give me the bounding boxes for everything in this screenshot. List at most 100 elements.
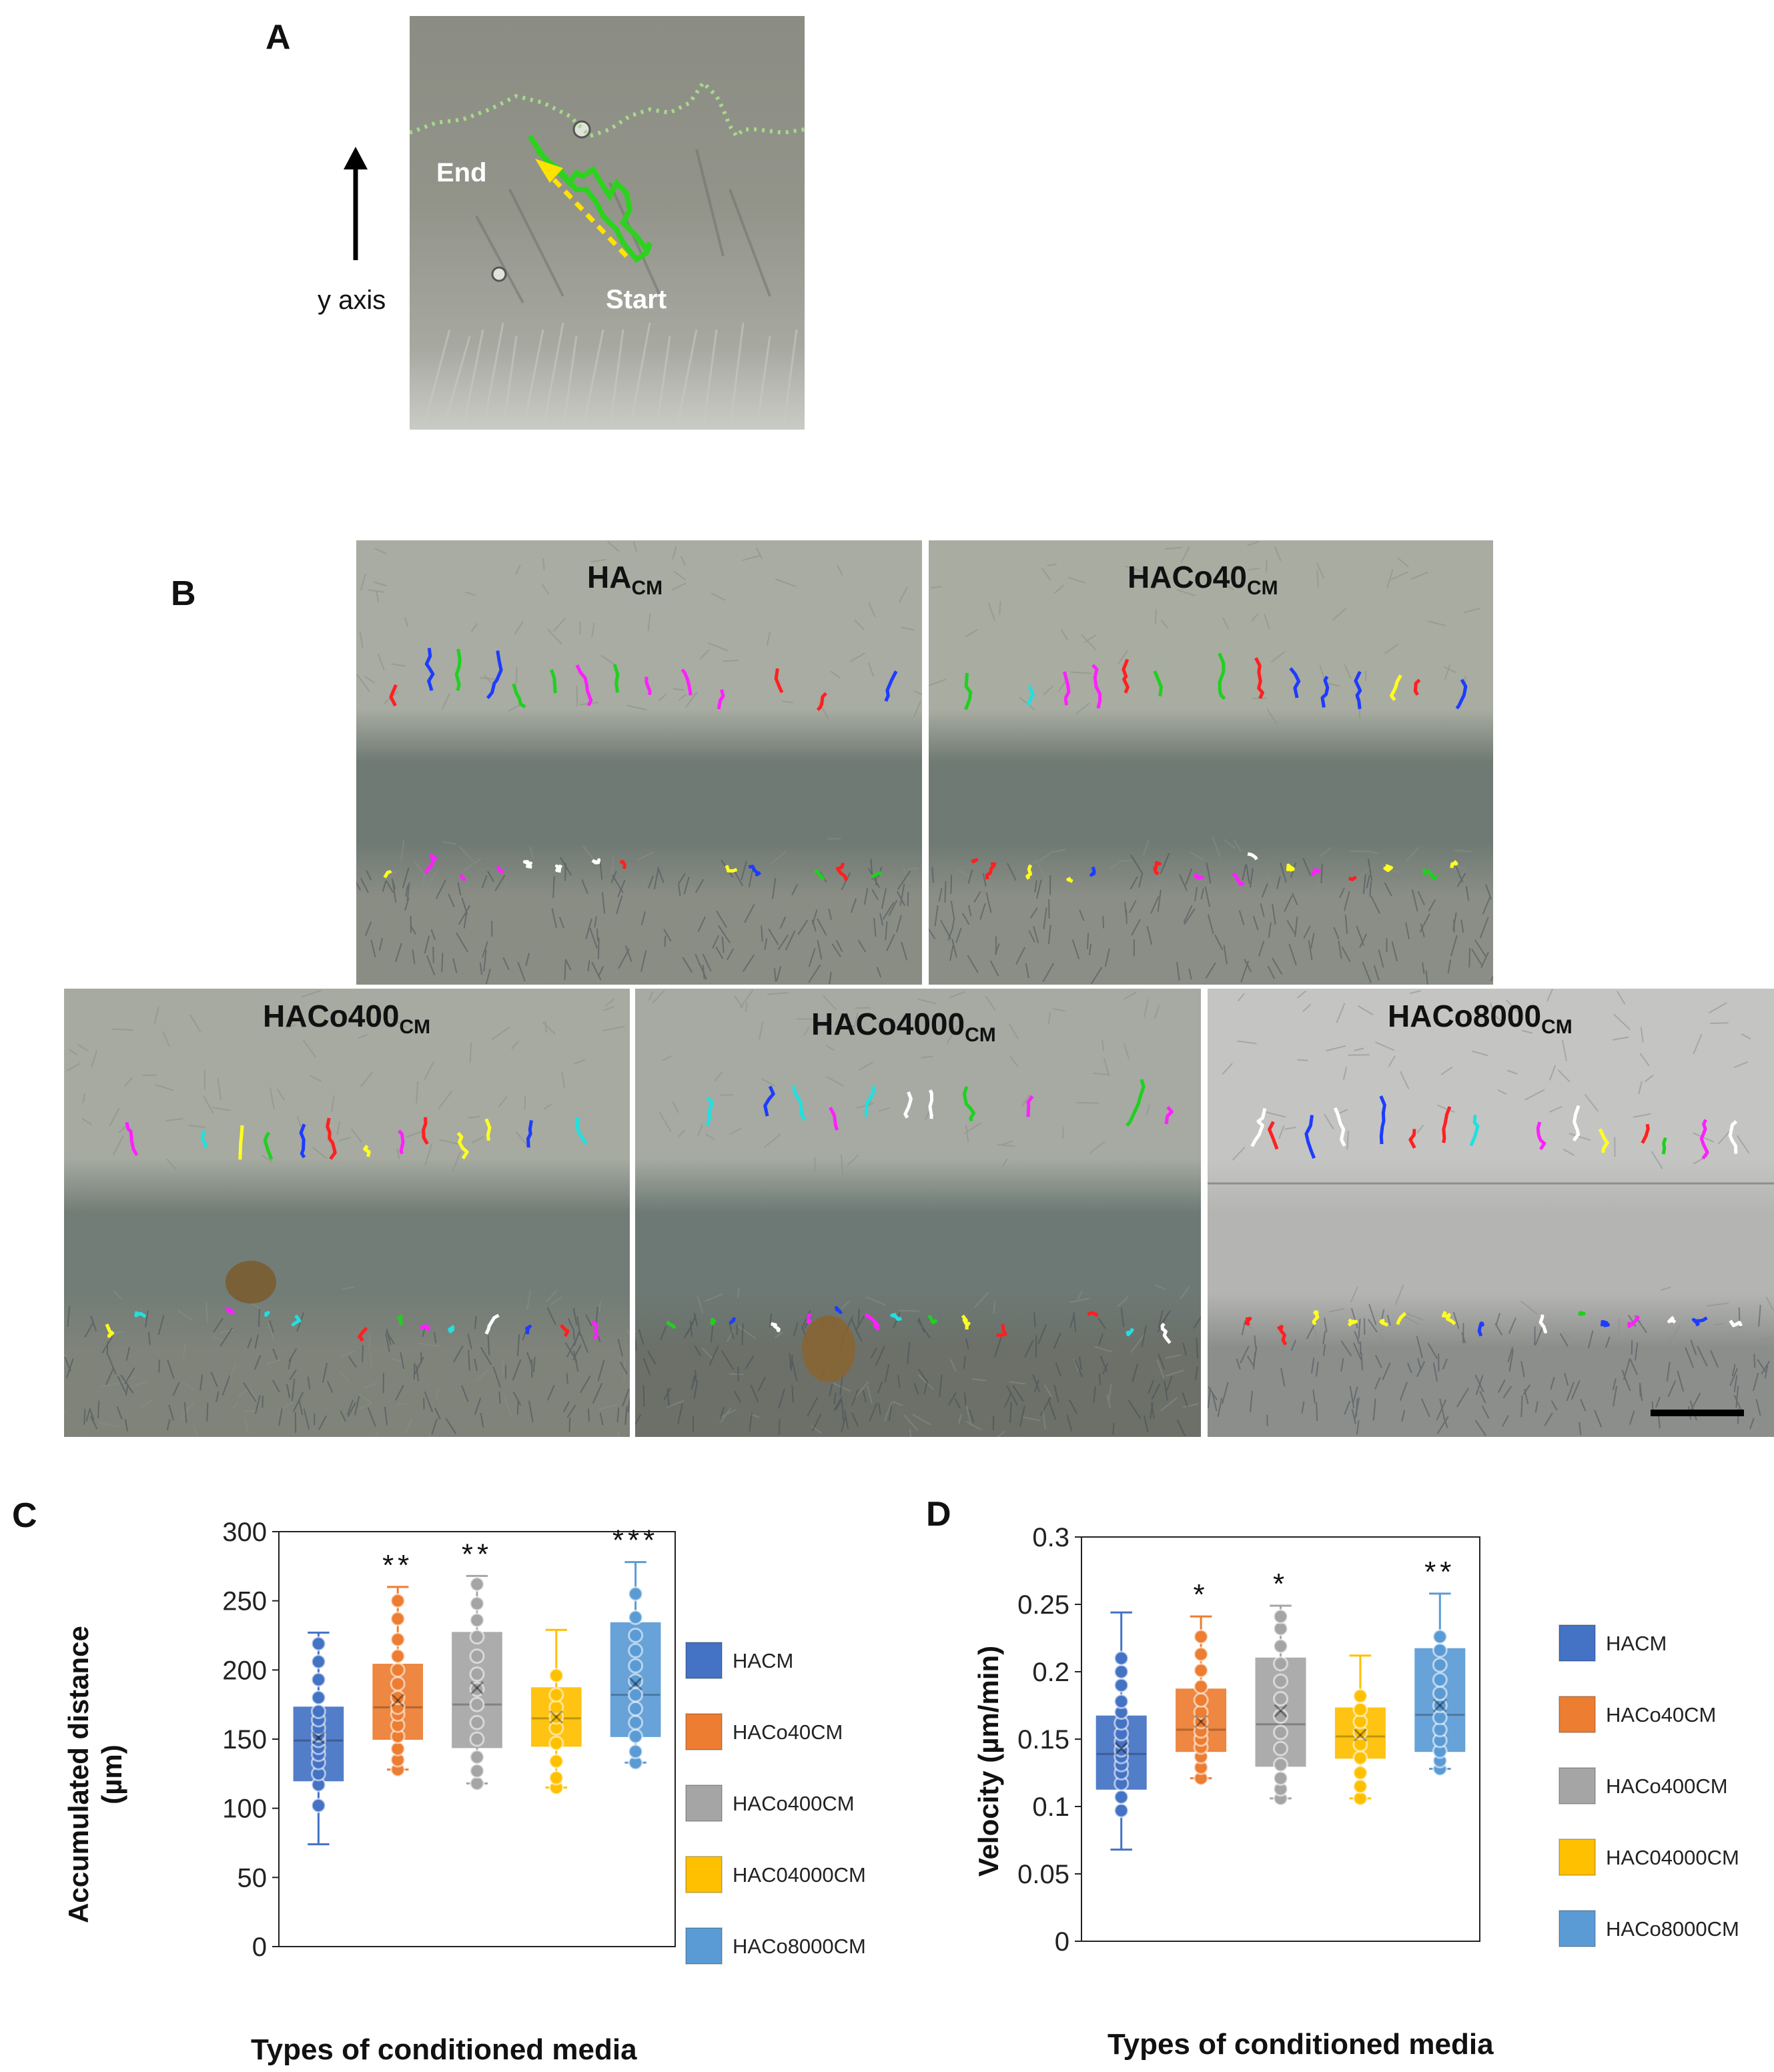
data-point [1273,1756,1288,1772]
data-point [1114,1789,1130,1805]
data-point [469,1576,485,1592]
significance-marker: ** [1424,1556,1455,1588]
legend-swatch [685,1642,723,1679]
data-point [1352,1778,1368,1794]
legend-label: HAC04000CM [1606,1846,1739,1869]
y-tick-label: 0 [252,1933,267,1962]
panel-b-label: B [171,574,196,613]
micrograph-haco40 [927,539,1494,986]
y-tick-label: 0.3 [1032,1523,1069,1552]
data-point [1273,1638,1288,1654]
data-point [310,1654,326,1670]
data-point [1273,1770,1288,1786]
legend-label: HACo400CM [733,1792,855,1815]
data-point [469,1596,485,1612]
data-point [1273,1673,1288,1689]
data-point [1273,1724,1288,1740]
chart-d: 0 0.05 0.1 0.15 0.2 0.25 0.3 Velocity (µm/min) *… [973,1523,1739,1957]
box-hac04000cm [1334,1654,1386,1806]
data-point [628,1610,644,1626]
significance-marker: ** [382,1549,413,1582]
data-point [310,1636,326,1652]
panel-c-label: C [12,1496,37,1535]
significance-marker: * [1194,1578,1209,1611]
data-point [628,1673,644,1689]
legend-swatch [685,1784,723,1822]
data-point [1352,1688,1368,1704]
data-point [1273,1740,1288,1756]
legend-swatch [685,1856,723,1893]
data-point [469,1731,485,1747]
data-point [469,1681,485,1697]
data-point [469,1749,485,1765]
panel-a-label: A [266,18,291,57]
data-point [628,1658,644,1674]
data-point [628,1744,644,1760]
legend-swatch [1559,1767,1596,1804]
box-haco8000cm [1414,1592,1466,1776]
micrograph-title: HACM [587,560,663,600]
legend-label: HACo40CM [733,1720,843,1744]
data-point [628,1687,644,1703]
box-hacm [1095,1611,1147,1851]
data-point [1432,1628,1448,1644]
y-tick-label: 50 [238,1863,268,1893]
box-haco40cm [372,1586,424,1778]
significance-marker: * [1273,1568,1288,1600]
data-point [390,1676,406,1692]
y-tick-label: 100 [222,1794,267,1824]
data-point [469,1714,485,1730]
data-point [310,1798,326,1814]
data-point [1114,1664,1130,1680]
data-point [390,1611,406,1627]
data-point [628,1642,644,1658]
legend-swatch [1559,1696,1596,1733]
data-point [390,1741,406,1757]
y-axis-arrow-icon [344,147,368,260]
y-tick-label: 0.1 [1032,1792,1069,1822]
legend-label: HACo8000CM [1606,1917,1739,1941]
box-haco40cm [1176,1615,1227,1786]
data-point [1193,1692,1209,1708]
chart-d-xlabel: Types of conditioned media [1107,2028,1494,2061]
end-label: End [436,158,487,187]
data-point [548,1668,564,1684]
data-point [1273,1690,1288,1706]
data-point [548,1753,564,1769]
data-point [469,1696,485,1712]
data-point [310,1672,326,1688]
significance-marker: *** [612,1524,658,1557]
legend-swatch [1559,1910,1596,1947]
data-point [1352,1750,1368,1766]
data-point [548,1687,564,1703]
data-point [1193,1662,1209,1678]
micrograph-ha [355,539,923,986]
significance-marker: ** [462,1538,492,1570]
data-point [469,1775,485,1791]
data-point [390,1648,406,1664]
data-point [1273,1656,1288,1672]
panel-a-image: End Start [410,16,805,430]
micrograph-haco4000 [634,987,1202,1438]
y-axis-label: Accumulated distance(µm) [67,1626,127,1923]
data-point [1114,1802,1130,1819]
data-point [628,1628,644,1643]
y-axis-label: y axis [318,286,386,315]
data-point [1432,1685,1448,1701]
data-point [1273,1708,1288,1724]
data-point [1114,1650,1130,1666]
data-point [1352,1765,1368,1780]
y-tick-label: 250 [222,1587,267,1616]
data-point [1432,1657,1448,1673]
data-point [1193,1628,1209,1644]
data-point [310,1704,326,1720]
data-point [548,1770,564,1786]
y-tick-label: 200 [222,1656,267,1685]
data-point [390,1593,406,1609]
micrograph-title: HACo4000CM [811,1007,996,1047]
y-tick-label: 0.25 [1017,1590,1069,1620]
y-tick-label: 0 [1055,1927,1069,1957]
data-point [1193,1646,1209,1662]
legend-label: HACM [1606,1632,1667,1655]
data-point [469,1629,485,1645]
